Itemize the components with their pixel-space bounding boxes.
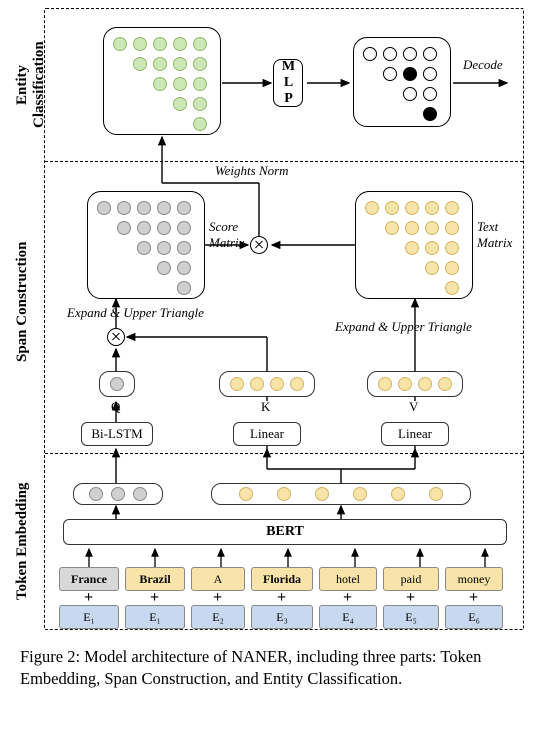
expand-right-label: Expand & Upper Triangle [335, 319, 472, 335]
section-label-span: Span Construction [14, 182, 31, 422]
token-word: hotel [319, 567, 377, 591]
token-position: E₁ [125, 605, 185, 629]
k-label: K [261, 399, 270, 415]
multiply-top [250, 236, 268, 254]
divider-2 [45, 453, 523, 454]
token-word: paid [383, 567, 439, 591]
q-box [99, 371, 135, 397]
text-matrix-label: Text Matrix [477, 219, 512, 250]
token-word: France [59, 567, 119, 591]
token-position: E₅ [383, 605, 439, 629]
linear2-box: Linear [381, 422, 449, 446]
token-position: E₁ [59, 605, 119, 629]
token-word: money [445, 567, 503, 591]
token-word: Brazil [125, 567, 185, 591]
section-label-token: Token Embedding [14, 466, 31, 616]
token-position: E₄ [319, 605, 377, 629]
decode-label: Decode [463, 57, 503, 73]
weights-norm-label: Weights Norm [215, 163, 289, 179]
k-box [219, 371, 315, 397]
expand-left-label: Expand & Upper Triangle [67, 305, 204, 321]
v-label: V [409, 399, 418, 415]
figure-caption: Figure 2: Model architecture of NANER, i… [20, 646, 520, 691]
gray-dotrow [73, 483, 163, 505]
bilstm-box: Bi-LSTM [81, 422, 153, 446]
caption-body: Model architecture of NANER, including t… [20, 647, 481, 688]
bert-box: BERT [63, 519, 507, 545]
token-word: A [191, 567, 245, 591]
token-position: E₂ [191, 605, 245, 629]
linear1-box: Linear [233, 422, 301, 446]
v-box [367, 371, 463, 397]
divider-1 [45, 161, 523, 162]
diagram-container: MLP Decode Weights Norm Score Ma [44, 8, 524, 630]
token-position: E₆ [445, 605, 503, 629]
token-position: E₃ [251, 605, 313, 629]
yellow-dotrow [211, 483, 471, 505]
multiply-bottom [107, 328, 125, 346]
q-label: Q [111, 399, 120, 415]
section-label-entity: Entity Classification [14, 20, 48, 150]
figure-number: Figure 2: [20, 647, 80, 666]
score-matrix-label: Score Matrix [209, 219, 244, 250]
mlp-box: MLP [273, 59, 303, 107]
token-word: Florida [251, 567, 313, 591]
